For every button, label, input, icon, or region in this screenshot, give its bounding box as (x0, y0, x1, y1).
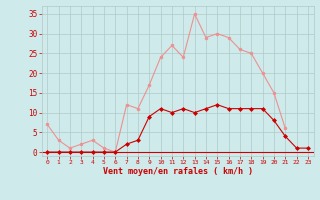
X-axis label: Vent moyen/en rafales ( km/h ): Vent moyen/en rafales ( km/h ) (103, 167, 252, 176)
